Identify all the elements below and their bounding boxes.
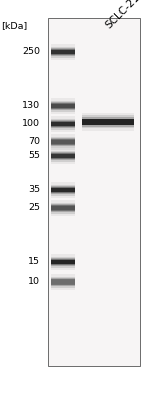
Bar: [51, 187, 75, 193]
Bar: [51, 118, 75, 130]
Bar: [51, 50, 75, 54]
Bar: [51, 202, 75, 214]
Bar: [51, 152, 75, 160]
Bar: [48, 18, 140, 366]
Text: 35: 35: [28, 186, 40, 194]
Bar: [51, 274, 75, 290]
Bar: [51, 139, 75, 145]
Bar: [51, 186, 75, 194]
Bar: [51, 154, 75, 158]
Bar: [51, 184, 75, 196]
Bar: [51, 280, 75, 284]
Bar: [51, 200, 75, 216]
Text: 130: 130: [22, 102, 40, 110]
Bar: [51, 204, 75, 212]
Bar: [51, 205, 75, 211]
Text: 10: 10: [28, 278, 40, 286]
Bar: [82, 117, 134, 127]
Bar: [51, 279, 75, 285]
Bar: [51, 256, 75, 268]
Bar: [51, 276, 75, 288]
Text: 55: 55: [28, 152, 40, 160]
Bar: [51, 136, 75, 148]
Bar: [51, 120, 75, 128]
Bar: [51, 188, 75, 192]
Bar: [51, 140, 75, 144]
Bar: [51, 102, 75, 110]
Bar: [51, 44, 75, 60]
Bar: [51, 258, 75, 266]
Bar: [51, 121, 75, 127]
Bar: [51, 116, 75, 132]
Bar: [51, 278, 75, 286]
Bar: [82, 116, 134, 128]
Bar: [51, 48, 75, 56]
Bar: [51, 148, 75, 164]
Bar: [51, 150, 75, 162]
Text: SCLC-21H: SCLC-21H: [104, 0, 144, 30]
Bar: [82, 119, 134, 124]
Bar: [51, 100, 75, 112]
Bar: [51, 260, 75, 264]
Bar: [51, 104, 75, 108]
Bar: [51, 259, 75, 265]
Text: 100: 100: [22, 120, 40, 128]
Bar: [82, 119, 134, 125]
Text: 15: 15: [28, 258, 40, 266]
Bar: [51, 153, 75, 159]
Bar: [51, 254, 75, 270]
Bar: [51, 182, 75, 198]
Bar: [51, 122, 75, 126]
Bar: [51, 138, 75, 146]
Bar: [51, 134, 75, 150]
Text: [kDa]: [kDa]: [1, 21, 28, 30]
Text: 25: 25: [28, 204, 40, 212]
Bar: [51, 49, 75, 55]
Bar: [51, 46, 75, 58]
Bar: [51, 103, 75, 109]
Text: 70: 70: [28, 138, 40, 146]
Bar: [82, 113, 134, 131]
Bar: [51, 206, 75, 210]
Bar: [51, 98, 75, 114]
Text: 250: 250: [22, 48, 40, 56]
